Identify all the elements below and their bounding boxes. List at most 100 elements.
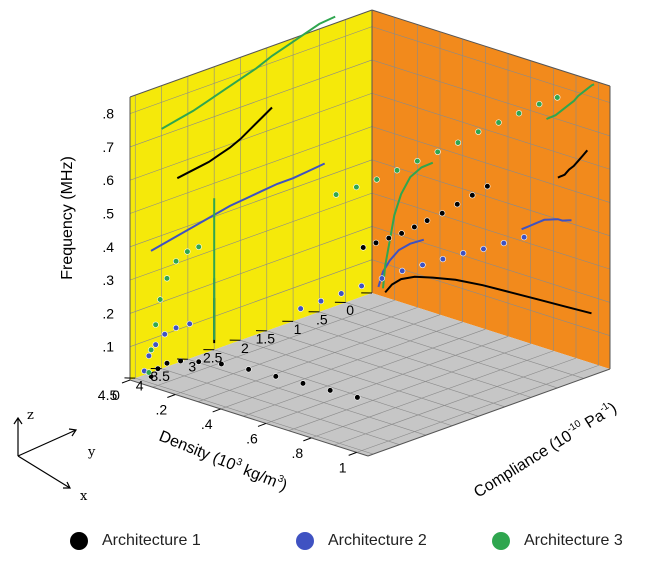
triad-x-label: x [80,489,88,504]
grid-line [266,330,505,408]
grid-line [243,328,486,417]
grid-line [220,321,463,410]
data-point-architecture-3 [393,167,401,174]
legend-item-architecture-1: Architecture 1 [70,532,201,550]
data-point-architecture-2 [399,267,406,274]
data-point-architecture-1 [272,373,279,380]
legend-marker-architecture-1 [70,532,88,550]
data-point-architecture-3 [373,176,380,183]
data-point-architecture-2 [521,234,528,241]
data-point-architecture-2 [297,305,304,312]
data-point-architecture-1 [327,387,334,394]
z-tick-label: .7 [102,139,114,155]
grid-line [371,26,611,103]
wall-projections [150,15,595,344]
z-tick-label: .8 [102,106,114,122]
y-tick-label: .4 [201,416,213,432]
y-tick-mark [348,451,357,456]
data-point-architecture-2 [378,275,386,282]
grid-line [345,302,584,379]
data-point-architecture-2 [338,290,345,297]
data-point-architecture-1 [372,239,380,246]
x-tick-label: 2 [241,340,249,356]
data-point-architecture-2 [152,341,159,348]
grid-line [129,192,373,281]
data-point-architecture-2 [480,245,487,253]
chart-3d: .1.2.3.4.5.6.7.80.511.522.533.544.50.2.4… [13,9,620,504]
y-tick-mark [121,379,131,384]
data-point-architecture-3 [184,248,191,255]
legend-label-architecture-1: Architecture 1 [102,532,201,549]
grid-line [265,336,509,424]
grid-line [161,368,400,445]
x-tick-label: 1.5 [256,330,276,346]
y-tick-label: 0 [112,387,120,403]
data-point-architecture-3 [554,94,561,101]
z-tick-label: .1 [102,339,114,355]
y-tick-mark [167,394,176,398]
projection-compliance-wall-rise [384,275,592,315]
chart-walls [130,10,610,456]
data-point-architecture-1 [354,394,361,401]
legend-item-architecture-3: Architecture 3 [492,532,623,550]
grid-line [187,358,426,436]
data-point-architecture-1 [454,201,461,208]
data-point-architecture-1 [411,223,418,231]
z-tick-label: .5 [102,206,114,222]
data-point-architecture-2 [419,261,426,269]
data-point-architecture-2 [460,250,467,257]
x-tick-label: 2.5 [203,349,223,365]
y-tick-label: .8 [291,445,303,461]
grid-line [197,314,441,402]
grid-line [371,59,611,137]
grid-line [371,192,611,270]
frame-edge [371,9,611,87]
y-axis-label: Compliance (10-10 Pa-1) [470,398,620,501]
data-point-architecture-1 [484,183,491,190]
data-point-architecture-1 [469,192,476,199]
data-point-architecture-1 [299,380,307,387]
grid-line [292,321,532,398]
data-point-architecture-3 [434,148,441,155]
data-point-architecture-3 [163,275,171,282]
grid-line [288,343,531,431]
data-point-architecture-1 [424,217,431,224]
data-point-architecture-3 [148,346,155,353]
y-tick-mark [212,408,221,413]
projection-compliance-wall-rise [377,238,425,288]
legend-marker-architecture-3 [492,532,510,550]
density-wall [130,10,372,380]
chart-legend: Architecture 1 Architecture 2 Architectu… [0,532,658,562]
data-point-architecture-2 [161,331,168,338]
data-point-architecture-3 [475,128,482,135]
frame-edge [367,368,611,457]
grid-line [371,159,611,237]
projection-density-wall [161,15,336,130]
grid-line [135,377,374,455]
data-point-architecture-3 [145,369,152,376]
data-point-architecture-3 [536,101,543,108]
y-tick-label: .6 [246,430,258,446]
grid-line [371,126,611,203]
projection-density-wall [150,162,326,252]
x-tick-label: 4 [136,378,144,394]
grid-line [214,349,453,427]
grid-line [371,259,611,336]
legend-label-architecture-3: Architecture 3 [524,532,623,549]
data-point-architecture-3 [195,243,202,250]
data-point-architecture-3 [157,296,164,303]
grid-line [175,307,418,395]
legend-label-architecture-2: Architecture 2 [328,532,427,549]
y-tick-label: 1 [339,459,347,475]
data-points [141,94,561,401]
triad-y-label: y [87,445,96,460]
grid-line [311,350,554,439]
data-point-architecture-1 [163,360,171,367]
grid-line [129,92,373,181]
data-point-architecture-1 [218,360,225,368]
x-tick-label: 3.5 [150,368,170,384]
grid-line [129,259,373,347]
data-point-architecture-3 [414,158,421,165]
projection-compliance-wall-rise [382,161,434,289]
x-tick-label: 0 [346,302,354,318]
